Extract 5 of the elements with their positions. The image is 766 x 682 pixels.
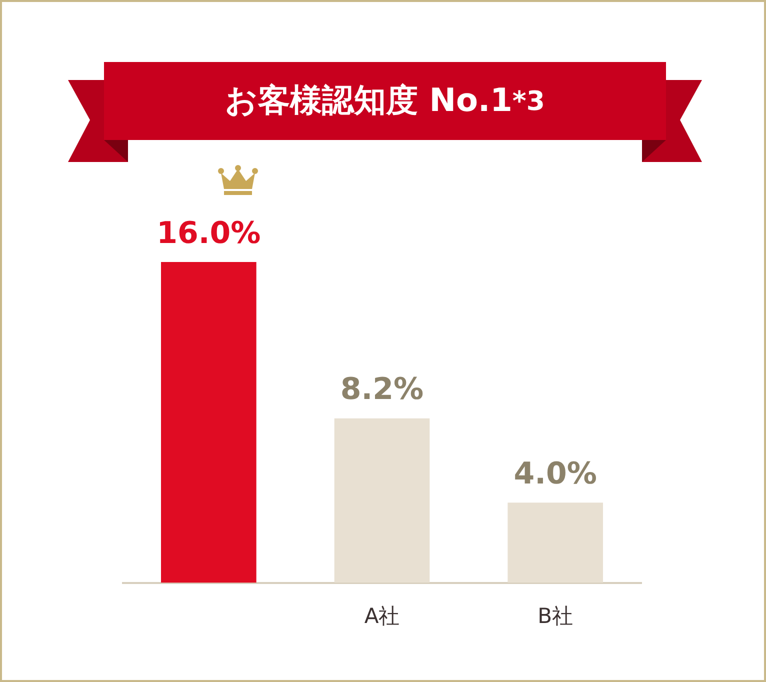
data-label: 8.2%: [340, 372, 424, 408]
x-tick-label: A社: [364, 604, 400, 628]
x-tick-label: B社: [538, 604, 574, 628]
data-label: 16.0%: [156, 216, 261, 251]
data-label: 4.0%: [514, 456, 597, 492]
